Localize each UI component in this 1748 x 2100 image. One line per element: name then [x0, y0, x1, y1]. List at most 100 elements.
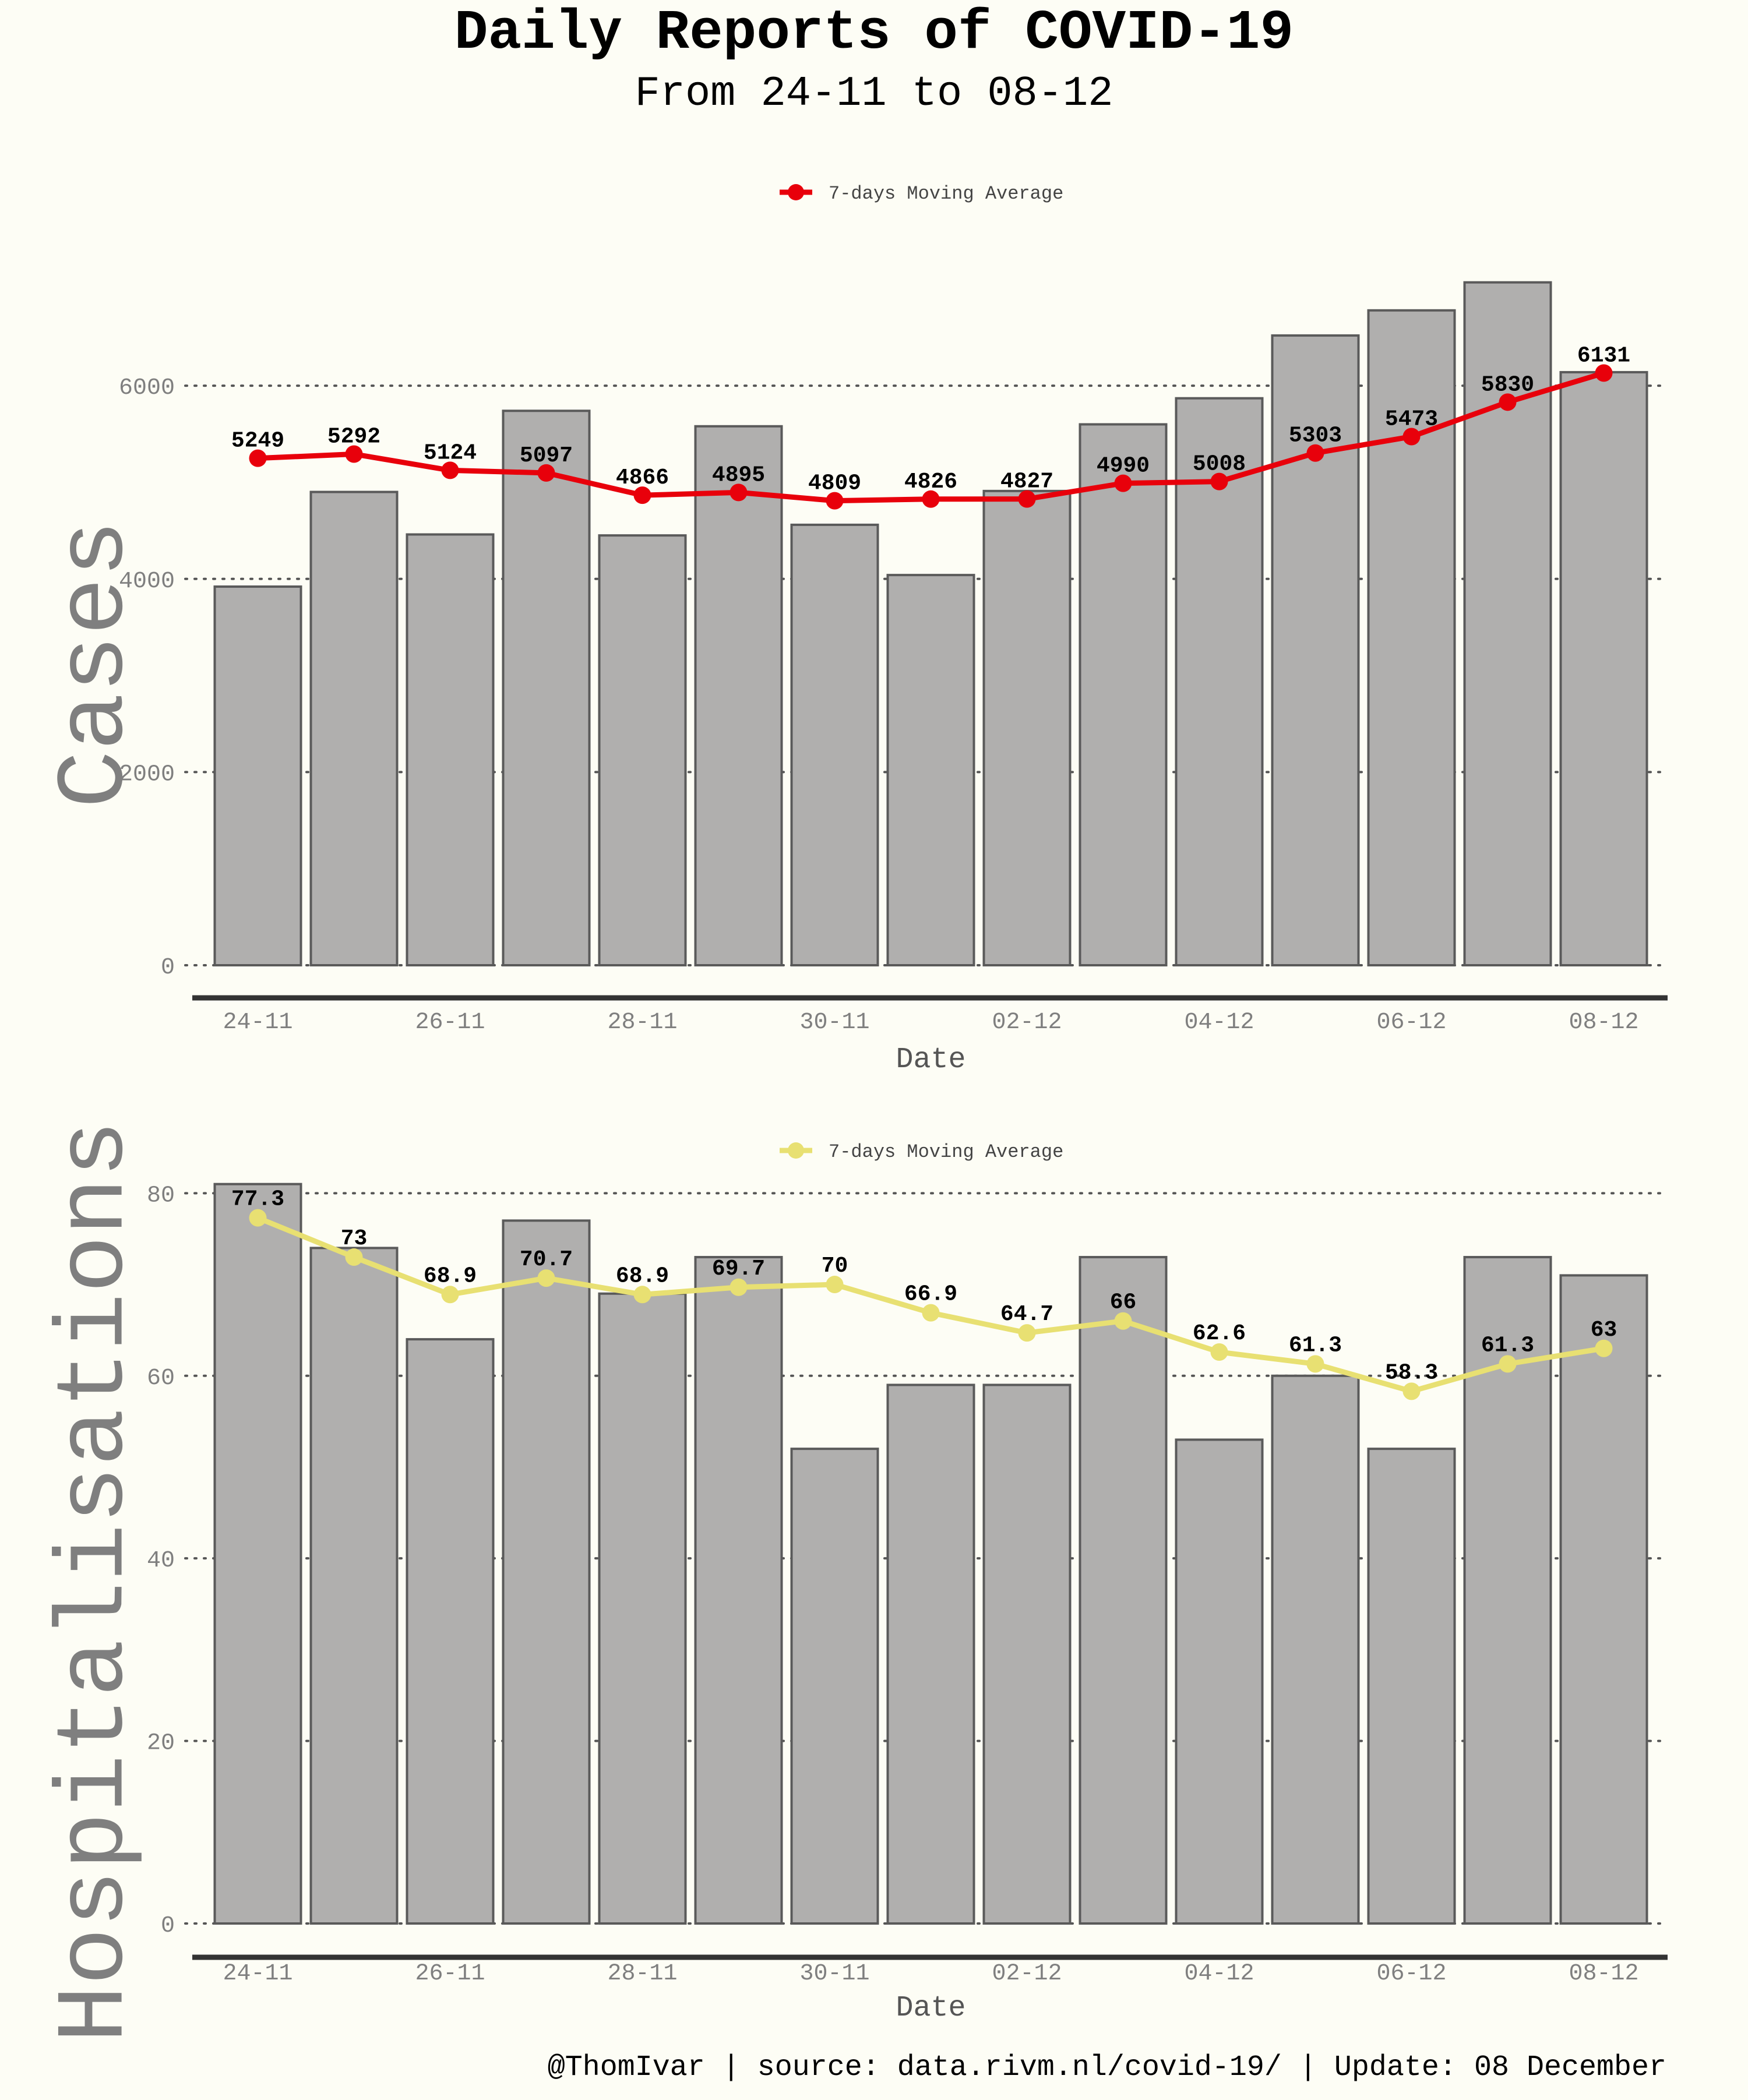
bar	[598, 534, 687, 966]
moving-average-point	[1018, 490, 1036, 508]
data-label: 4809	[808, 471, 861, 496]
bar	[790, 523, 879, 966]
x-tick-label: 08-12	[1569, 1010, 1638, 1036]
y-tick-label: 80	[147, 1183, 175, 1209]
moving-average-point	[1402, 1382, 1421, 1400]
moving-average-point	[826, 1276, 844, 1294]
bar	[213, 1183, 302, 1925]
y-tick-label: 6000	[119, 375, 175, 401]
x-axis-title: Date	[896, 1992, 965, 2025]
bar	[1079, 1256, 1168, 1925]
x-tick-label: 28-11	[607, 1961, 677, 1987]
figure-subtitle: From 24-11 to 08-12	[635, 70, 1113, 118]
bar	[1271, 334, 1360, 966]
y-axis-title: Hospitalisations	[42, 1120, 151, 2043]
x-tick-label: 08-12	[1569, 1961, 1638, 1987]
x-tick-label: 30-11	[799, 1010, 869, 1036]
legend-label: 7-days Moving Average	[829, 1141, 1063, 1163]
x-tick-label: 02-12	[992, 1010, 1062, 1036]
moving-average-point	[1114, 474, 1132, 492]
data-label: 73	[341, 1226, 368, 1251]
x-tick-label: 26-11	[415, 1961, 485, 1987]
hospitalisations-chart: 0 20 40 60 80 77.3 73 68.9 70.7 68.9 69.7 70 66.9 64.…	[42, 1120, 1668, 2043]
moving-average-point	[922, 1304, 940, 1322]
data-label: 5303	[1289, 423, 1342, 449]
moving-average-point	[441, 1286, 459, 1304]
moving-average-point	[729, 1278, 748, 1296]
moving-average-point	[826, 492, 844, 510]
data-label: 62.6	[1193, 1321, 1246, 1346]
data-label: 5292	[327, 425, 380, 450]
data-label: 6131	[1577, 343, 1630, 368]
data-label: 5097	[520, 443, 573, 468]
moving-average-point	[345, 445, 363, 463]
data-label: 69.7	[712, 1257, 765, 1282]
x-tick-label: 06-12	[1376, 1961, 1446, 1987]
bar	[1175, 1438, 1264, 1925]
data-label: 4826	[904, 470, 957, 495]
data-label: 66.9	[904, 1282, 957, 1307]
moving-average-point	[1114, 1312, 1132, 1330]
x-tick-label: 24-11	[223, 1961, 292, 1987]
moving-average-point	[1499, 393, 1517, 411]
legend: 7-days Moving Average	[780, 1141, 1063, 1163]
y-axis-title: Cases	[42, 520, 151, 808]
data-label: 70.7	[520, 1247, 573, 1272]
data-label: 61.3	[1289, 1333, 1342, 1358]
x-tick-label: 30-11	[799, 1961, 869, 1987]
x-tick-label: 06-12	[1376, 1010, 1446, 1036]
legend: 7-days Moving Average	[780, 183, 1063, 204]
bar	[982, 489, 1072, 966]
data-label: 5830	[1481, 372, 1534, 397]
bar	[502, 410, 591, 966]
moving-average-point	[633, 486, 651, 504]
x-axis-title: Date	[896, 1043, 965, 1077]
data-label: 5124	[424, 440, 477, 465]
bar	[309, 1247, 399, 1925]
data-label: 5473	[1385, 407, 1438, 432]
data-label: 77.3	[231, 1187, 284, 1212]
legend-label: 7-days Moving Average	[829, 183, 1063, 204]
x-tick-label: 24-11	[223, 1010, 292, 1036]
y-tick-label: 4000	[119, 569, 175, 595]
bar	[1367, 309, 1456, 966]
y-tick-label: 20	[147, 1731, 175, 1757]
moving-average-point	[345, 1248, 363, 1266]
bar	[1175, 397, 1264, 966]
figure-title: Daily Reports of COVID-19	[454, 1, 1294, 65]
bar	[982, 1383, 1072, 1925]
data-label: 4866	[616, 465, 669, 490]
data-label: 4895	[712, 463, 765, 488]
bar	[1559, 1274, 1648, 1925]
moving-average-point	[537, 464, 555, 482]
x-tick-label: 04-12	[1184, 1961, 1254, 1987]
moving-average-point	[922, 490, 940, 508]
data-label: 63	[1591, 1318, 1617, 1343]
x-tick-label: 02-12	[992, 1961, 1062, 1987]
x-tick-label: 26-11	[415, 1010, 485, 1036]
moving-average-point	[1210, 1343, 1228, 1361]
data-label: 61.3	[1481, 1333, 1534, 1358]
data-label: 68.9	[424, 1263, 477, 1289]
bar	[1559, 370, 1648, 966]
legend-marker	[788, 184, 804, 200]
bar	[406, 533, 495, 966]
bar	[598, 1292, 687, 1925]
y-tick-label: 60	[147, 1365, 175, 1392]
data-label: 4990	[1097, 454, 1150, 479]
moving-average-point	[1306, 1355, 1324, 1373]
bar	[886, 574, 975, 966]
data-label: 58.3	[1385, 1360, 1438, 1385]
bar	[694, 425, 783, 966]
footer-source: @ThomIvar | source: data.rivm.nl/covid-1…	[548, 2051, 1666, 2084]
moving-average-point	[1018, 1324, 1036, 1342]
bar	[502, 1219, 591, 1925]
y-tick-label: 0	[161, 1913, 175, 1939]
moving-average-point	[1402, 428, 1421, 446]
bar	[886, 1383, 975, 1925]
bar	[213, 585, 302, 966]
y-tick-label: 2000	[119, 761, 175, 788]
bar	[790, 1448, 879, 1925]
moving-average-point	[1595, 1339, 1613, 1357]
